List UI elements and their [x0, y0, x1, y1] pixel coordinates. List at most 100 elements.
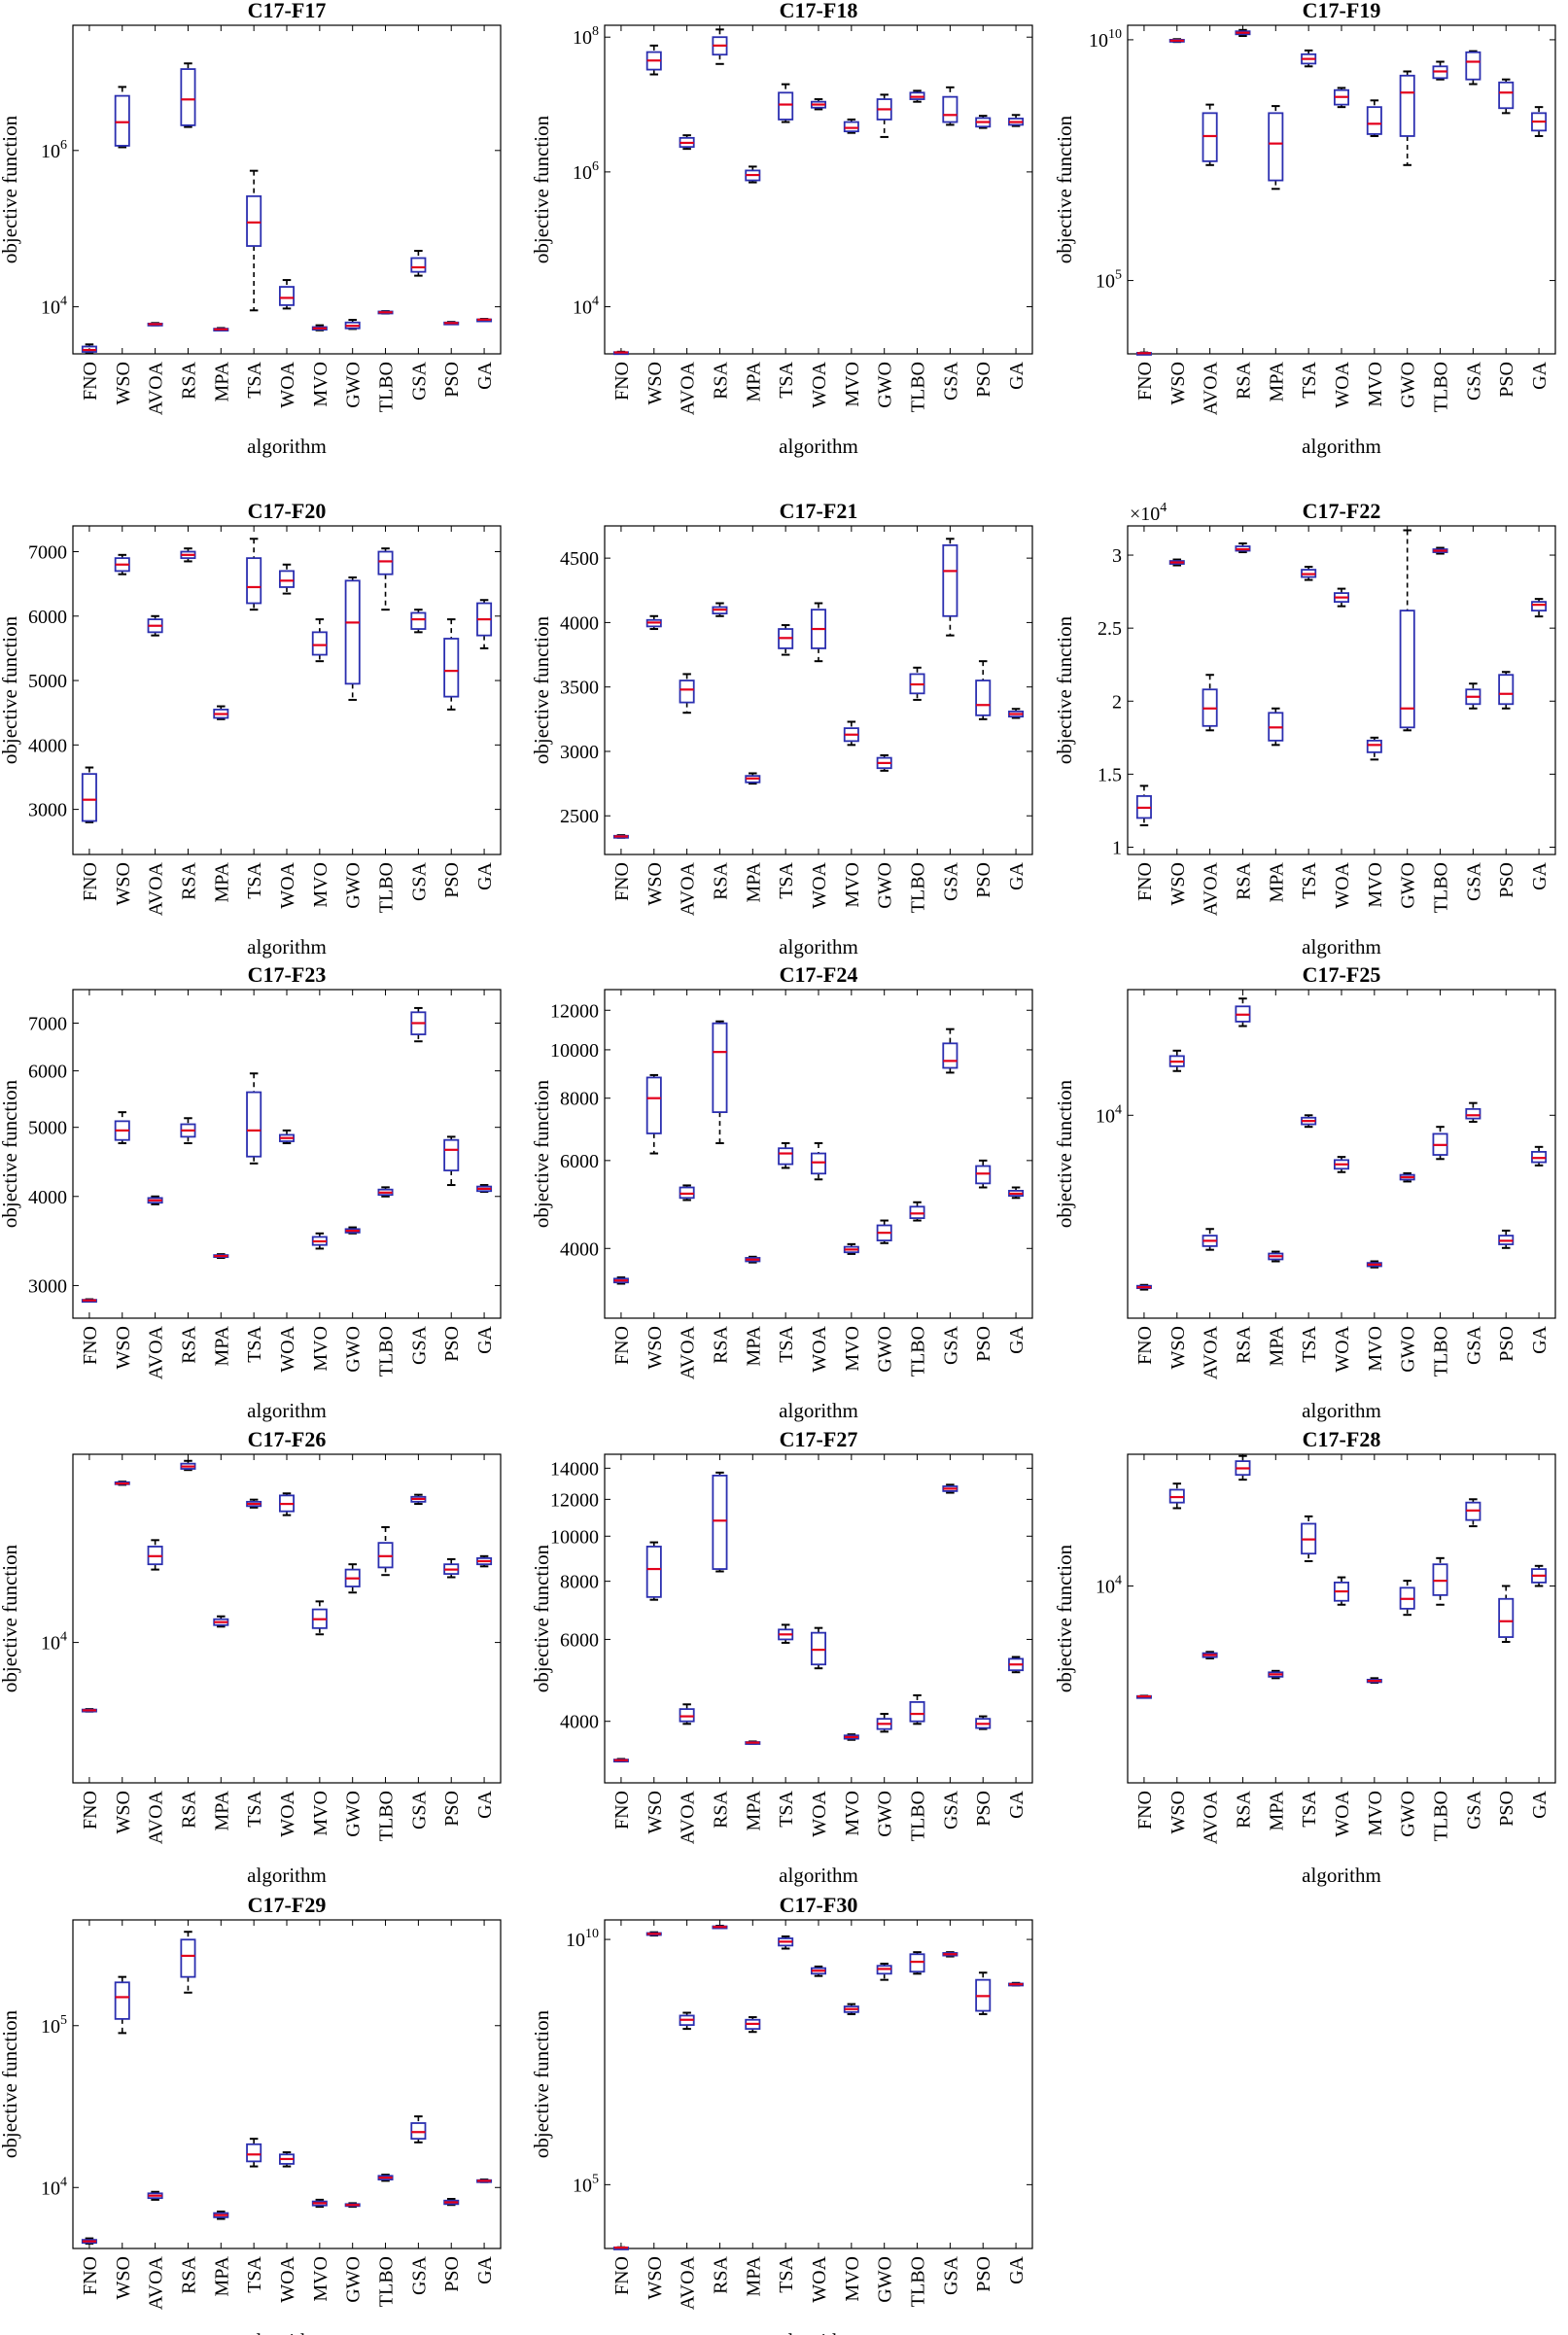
- box-gsa: [942, 1028, 958, 1074]
- iqr-box: [810, 1631, 827, 1666]
- x-tick-label: TLBO: [1431, 862, 1452, 913]
- x-tick-label: MVO: [1365, 362, 1386, 407]
- box-tlbo: [909, 666, 925, 701]
- box-avoa: [679, 134, 695, 151]
- y-tick-label: 3000: [28, 800, 67, 821]
- x-tick-label: AVOA: [678, 361, 699, 415]
- x-tick-label: MVO: [1365, 1326, 1386, 1372]
- box-mpa: [213, 1253, 229, 1260]
- iqr-box: [377, 550, 394, 575]
- box-tlbo: [1432, 1126, 1448, 1161]
- box-mpa: [745, 1255, 761, 1264]
- x-tick-label: FNO: [1134, 1326, 1156, 1365]
- box-rsa: [712, 602, 728, 617]
- x-tick-label: WSO: [645, 862, 666, 905]
- box-tsa: [246, 169, 262, 312]
- chart-c17-f22: C17-F22 1 1.5 2 2.5 3 ×104 objective function FN…: [1053, 499, 1556, 958]
- box-wso: [645, 614, 662, 631]
- y-tick-label: 6000: [560, 1629, 599, 1651]
- y-axis-label: objective function: [1053, 115, 1076, 263]
- box-mpa: [1268, 105, 1284, 191]
- plot-frame: [72, 1919, 502, 2249]
- box-avoa: [1202, 674, 1218, 732]
- box-fno: [1135, 351, 1152, 356]
- x-tick-label: GA: [1529, 1790, 1551, 1818]
- y-tick-label: 106: [573, 159, 599, 184]
- box-rsa: [180, 1931, 196, 1994]
- x-tick-label: TLBO: [1431, 1326, 1452, 1377]
- x-tick-label: MPA: [211, 1790, 232, 1830]
- x-tick-label: TSA: [776, 361, 797, 398]
- iqr-box: [712, 1474, 728, 1570]
- box-mvo: [311, 618, 328, 663]
- chart-c17-f28: C17-F28 104 objective function FNO WSO AVOA RS…: [1053, 1427, 1556, 1887]
- x-tick-label: WSO: [113, 862, 134, 905]
- box-mvo: [311, 2198, 328, 2209]
- iqr-box: [843, 121, 859, 133]
- x-tick-label: TSA: [1299, 361, 1320, 398]
- x-tick-label: RSA: [178, 2255, 199, 2293]
- box-tlbo: [1432, 1556, 1448, 1606]
- x-tick-label: GA: [1006, 2255, 1028, 2283]
- plot-frame: [604, 1453, 1033, 1784]
- box-mvo: [311, 1232, 328, 1250]
- box-woa: [810, 98, 827, 111]
- box-wso: [645, 1541, 662, 1601]
- x-tick-label: AVOA: [146, 361, 167, 415]
- box-tsa: [246, 538, 262, 611]
- box-wso: [114, 1481, 130, 1486]
- box-pso: [443, 1557, 460, 1579]
- box-mpa: [213, 1615, 229, 1628]
- x-tick-label: GSA: [940, 1325, 961, 1365]
- iqr-box: [180, 1938, 196, 1978]
- iqr-box: [1498, 1597, 1515, 1638]
- chart-c17-f21: C17-F21 2500 3000 3500 4000 4500 objective fun…: [530, 499, 1033, 958]
- x-tick-label: GA: [1529, 361, 1551, 389]
- box-wso: [114, 553, 130, 575]
- box-tlbo: [377, 1186, 394, 1198]
- iqr-box: [410, 257, 427, 273]
- iqr-box: [778, 1147, 794, 1166]
- x-tick-label: AVOA: [1201, 861, 1222, 916]
- x-axis-label: algorithm: [1302, 1864, 1381, 1887]
- box-mpa: [1268, 1250, 1284, 1263]
- box-avoa: [147, 1195, 163, 1205]
- box-rsa: [180, 1117, 196, 1145]
- box-gwo: [344, 2202, 361, 2209]
- x-tick-label: GSA: [940, 1790, 961, 1830]
- box-gsa: [1465, 682, 1481, 710]
- x-tick-label: GA: [1006, 1790, 1028, 1818]
- box-tsa: [778, 1141, 794, 1169]
- x-axis-label: algorithm: [779, 2329, 858, 2335]
- x-tick-label: RSA: [710, 861, 731, 899]
- x-tick-label: AVOA: [146, 2255, 167, 2310]
- y-tick-label: 104: [41, 2175, 67, 2199]
- box-ga: [1531, 106, 1548, 137]
- x-tick-label: MPA: [743, 861, 764, 902]
- x-tick-label: FNO: [80, 1791, 101, 1830]
- box-wso: [645, 44, 662, 76]
- y-tick-label: 104: [1096, 1102, 1122, 1127]
- box-mpa: [745, 165, 761, 184]
- x-tick-label: WSO: [1167, 1326, 1189, 1369]
- iqr-box: [712, 1022, 728, 1113]
- box-ga: [1008, 708, 1025, 719]
- x-tick-label: FNO: [1134, 362, 1156, 401]
- y-axis-label: objective function: [0, 115, 21, 263]
- box-fno: [81, 2237, 97, 2246]
- x-tick-label: PSO: [973, 1791, 994, 1827]
- chart-c17-f19: C17-F19 105 1010 objective function FNO WSO AV…: [1053, 0, 1556, 458]
- y-axis-label: objective function: [530, 1079, 553, 1228]
- x-tick-label: TSA: [1299, 861, 1320, 898]
- x-tick-label: GA: [474, 1325, 496, 1353]
- y-multiplier: ×104: [1130, 501, 1167, 525]
- y-tick-label: 7000: [28, 542, 67, 564]
- y-tick-label: 4000: [28, 735, 67, 756]
- box-wso: [1168, 38, 1185, 44]
- x-tick-label: AVOA: [146, 1325, 167, 1379]
- x-tick-label: WOA: [277, 1325, 298, 1372]
- x-tick-label: WSO: [645, 362, 666, 404]
- box-ga: [476, 599, 493, 649]
- y-tick-label: 3500: [560, 678, 599, 699]
- box-mvo: [1366, 99, 1382, 137]
